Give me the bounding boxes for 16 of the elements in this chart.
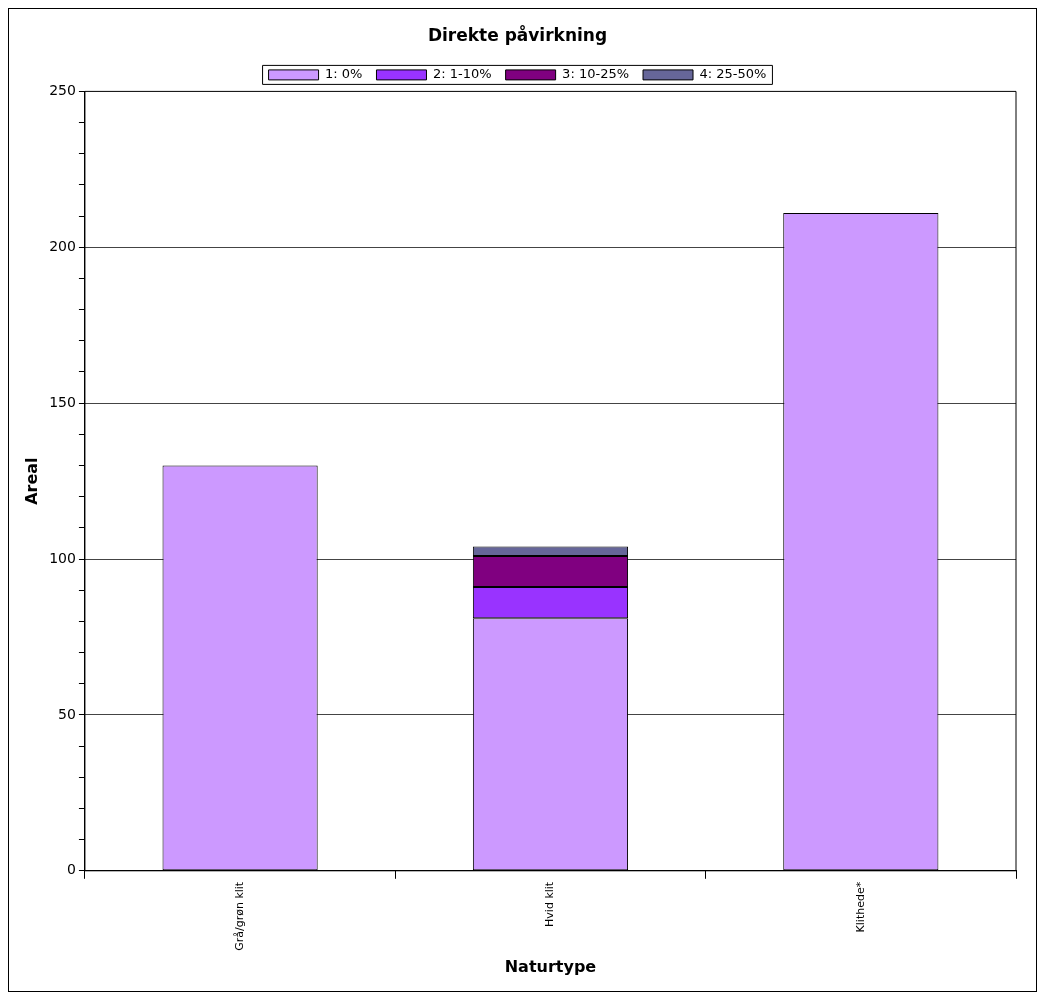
x-tick-label: Grå/grøn klit <box>232 881 246 951</box>
y-tick-label: 50 <box>58 705 76 722</box>
y-tick-label: 200 <box>49 237 76 254</box>
y-tick-label: 250 <box>49 82 76 99</box>
x-tick-label: Hvid klit <box>543 881 557 927</box>
x-axis-title: Naturtype <box>504 956 597 976</box>
y-tick-label: 150 <box>49 393 76 410</box>
y-tick-label: 100 <box>49 549 76 566</box>
y-axis-title: Areal <box>21 457 41 505</box>
x-tick-label: Klithede* <box>853 881 867 933</box>
y-tick-label: 0 <box>67 861 76 878</box>
legend-label: 4: 25-50% <box>699 66 767 82</box>
legend-label: 1: 0% <box>325 66 363 82</box>
legend-label: 3: 10-25% <box>562 66 630 82</box>
chart-title: Direkte påvirkning <box>427 23 608 45</box>
legend-label: 2: 1-10% <box>432 66 492 82</box>
